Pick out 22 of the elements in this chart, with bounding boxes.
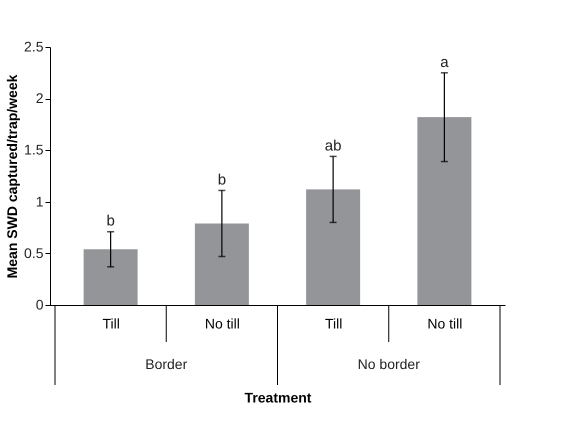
data-label: b — [106, 212, 115, 230]
bar — [194, 223, 249, 305]
x-axis-title: Treatment — [244, 390, 312, 406]
text: No border — [358, 356, 420, 372]
data-label: b — [218, 171, 226, 188]
y-tick-label: 2.5 — [24, 38, 44, 54]
bar — [417, 117, 472, 305]
bar — [84, 249, 138, 305]
y-tick-label: 1.5 — [24, 142, 44, 158]
x-tick-label: No till — [204, 316, 240, 332]
y-tick-label: 1 — [36, 193, 44, 210]
y-tick-label: 0 — [36, 296, 44, 312]
text: Border — [145, 356, 188, 372]
bar — [306, 189, 360, 305]
y-tick-label: 0.5 — [24, 244, 44, 261]
x-tick-label: Till — [102, 316, 120, 332]
data-label: a — [440, 54, 450, 71]
y-tick-label: 2 — [36, 90, 44, 106]
y-axis-title: Mean SWD captured/trap/week — [4, 74, 20, 278]
data-label: ab — [324, 137, 342, 154]
x-tick-label: Till — [324, 316, 342, 332]
x-tick-label: No till — [427, 316, 462, 332]
